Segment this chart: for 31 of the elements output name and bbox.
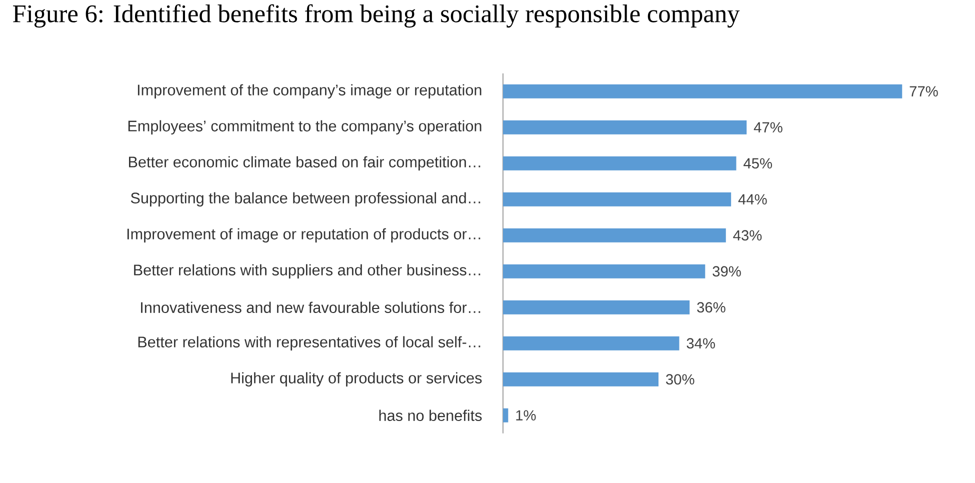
data-label: 45% [744,158,772,169]
y-tick-label: Innovativeness and new favourable solutions for… [141,302,480,313]
y-tick-label: Improvement of the company’s image or reputation [138,84,482,98]
y-tick-label: Better relations with representatives of local self-… [138,336,480,350]
bar [503,84,902,98]
y-tick-label: has no benefits [379,410,482,421]
data-label: 34% [686,338,715,349]
bar [503,372,659,386]
bar [503,264,706,278]
data-label: 30% [666,374,694,385]
y-tick-label: Higher quality of products or services [231,372,482,386]
data-label: 77% [910,86,938,96]
data-label: 43% [733,230,762,241]
bar [503,300,690,314]
bar [503,336,680,350]
data-label: 36% [697,302,726,313]
y-tick-label: Better economic climate based on fair competition… [129,156,480,170]
bar [503,408,508,422]
data-label: 1% [516,410,536,420]
y-tick-label: Improvement of image or reputation of products or… [127,228,480,242]
bar [503,228,726,242]
y-tick-label: Employees’ commitment to the company’s operation [128,120,482,134]
bar [503,120,747,134]
data-label: 44% [738,194,767,204]
bar [503,192,732,206]
bar [503,156,736,170]
chart-title: Figure 6: Identified benefits from being a socially responsible company [13,4,740,28]
data-label: 47% [754,122,782,132]
data-label: 39% [712,266,741,277]
y-tick-label: Better relations with suppliers and other business… [134,264,480,278]
y-tick-label: Supporting the balance between professional and… [130,192,480,206]
